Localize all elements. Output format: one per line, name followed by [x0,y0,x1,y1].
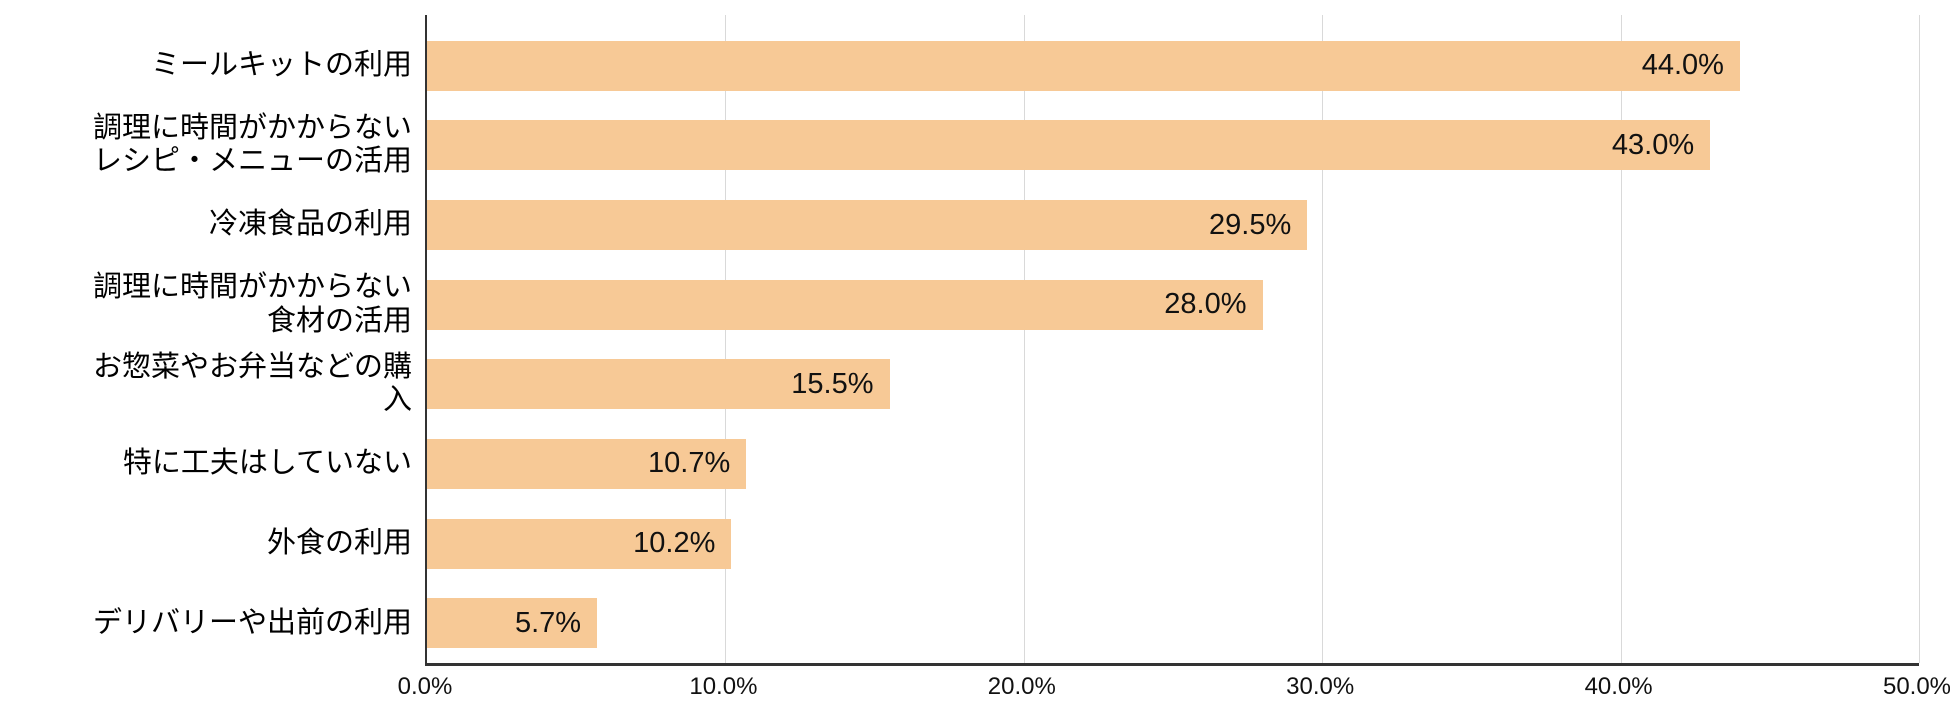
gridline-40.0% [1620,15,1622,663]
x-tick-label: 10.0% [689,673,758,700]
bar: 5.7% [427,598,598,649]
category-label-line: 冷凍食品の利用 [208,208,412,241]
bar-value-label: 43.0% [1611,128,1695,161]
x-tick-label: 50.0% [1882,673,1950,700]
bar-value-label: 29.5% [1209,208,1292,241]
gridline-10.0% [725,15,727,663]
bar: 29.5% [427,200,1308,251]
category-label-line: 調理に時間がかからない [92,271,412,304]
category-label: お惣菜やお弁当などの購入 [0,345,412,425]
gridline-20.0% [1023,15,1025,663]
bar-row: 29.5% [427,185,1919,265]
category-label: ミールキットの利用 [0,26,412,106]
x-tick-label: 0.0% [397,673,453,700]
gridline-50.0% [1919,15,1920,663]
x-tick-label: 30.0% [1286,673,1355,700]
bar: 43.0% [427,120,1711,171]
bar: 44.0% [427,40,1740,91]
bar-row: 28.0% [427,265,1919,345]
bar-rows: 44.0% 43.0% 29.5% 28.0% 15.5% 10.7% 10.2% 5.7% [427,26,1919,663]
x-axis-ticks: 0.0% 10.0% 20.0% 30.0% 40.0% 50.0% [398,673,1950,707]
bar-value-label: 28.0% [1164,288,1247,321]
category-label: 特に工夫はしていない [0,424,412,504]
bar-value-label: 10.7% [648,447,731,480]
x-tick-label: 20.0% [987,673,1056,700]
gridline-30.0% [1322,15,1324,663]
category-label-line: 特に工夫はしていない [122,447,412,480]
bar-row: 10.2% [427,504,1919,584]
bar-value-label: 44.0% [1641,49,1724,82]
bar: 15.5% [427,359,890,410]
bar: 10.7% [427,438,747,489]
bar-row: 15.5% [427,345,1919,425]
bar-row: 5.7% [427,583,1919,663]
category-label: 冷凍食品の利用 [0,185,412,265]
bar-value-label: 10.2% [633,527,716,560]
category-label: 外食の利用 [0,504,412,584]
category-label-line: 入 [382,384,412,417]
category-label: 調理に時間がかからない レシピ・メニューの活用 [0,106,412,186]
category-label: デリバリーや出前の利用 [0,583,412,663]
bar: 28.0% [427,279,1263,330]
bar: 10.2% [427,518,732,569]
category-label-line: ミールキットの利用 [150,49,412,82]
category-label-line: 食材の活用 [266,304,412,337]
bar-row: 10.7% [427,424,1919,504]
category-label: 調理に時間がかからない 食材の活用 [0,265,412,345]
bar-value-label: 15.5% [791,367,874,400]
category-label-line: お惣菜やお弁当などの購 [92,350,412,383]
plot-area: 44.0% 43.0% 29.5% 28.0% 15.5% 10.7% 10.2% 5.7% [425,15,1920,666]
bar-value-label: 5.7% [514,606,582,639]
category-label-line: レシピ・メニューの活用 [92,145,412,178]
bar-row: 43.0% [427,106,1919,186]
category-label-line: 外食の利用 [266,526,412,559]
category-label-line: デリバリーや出前の利用 [92,606,412,639]
x-tick-label: 40.0% [1584,673,1653,700]
bar-row: 44.0% [427,26,1919,106]
category-labels: ミールキットの利用 調理に時間がかからない レシピ・メニューの活用 冷凍食品の利用 調理… [0,26,412,663]
category-label-line: 調理に時間がかからない [92,112,412,145]
